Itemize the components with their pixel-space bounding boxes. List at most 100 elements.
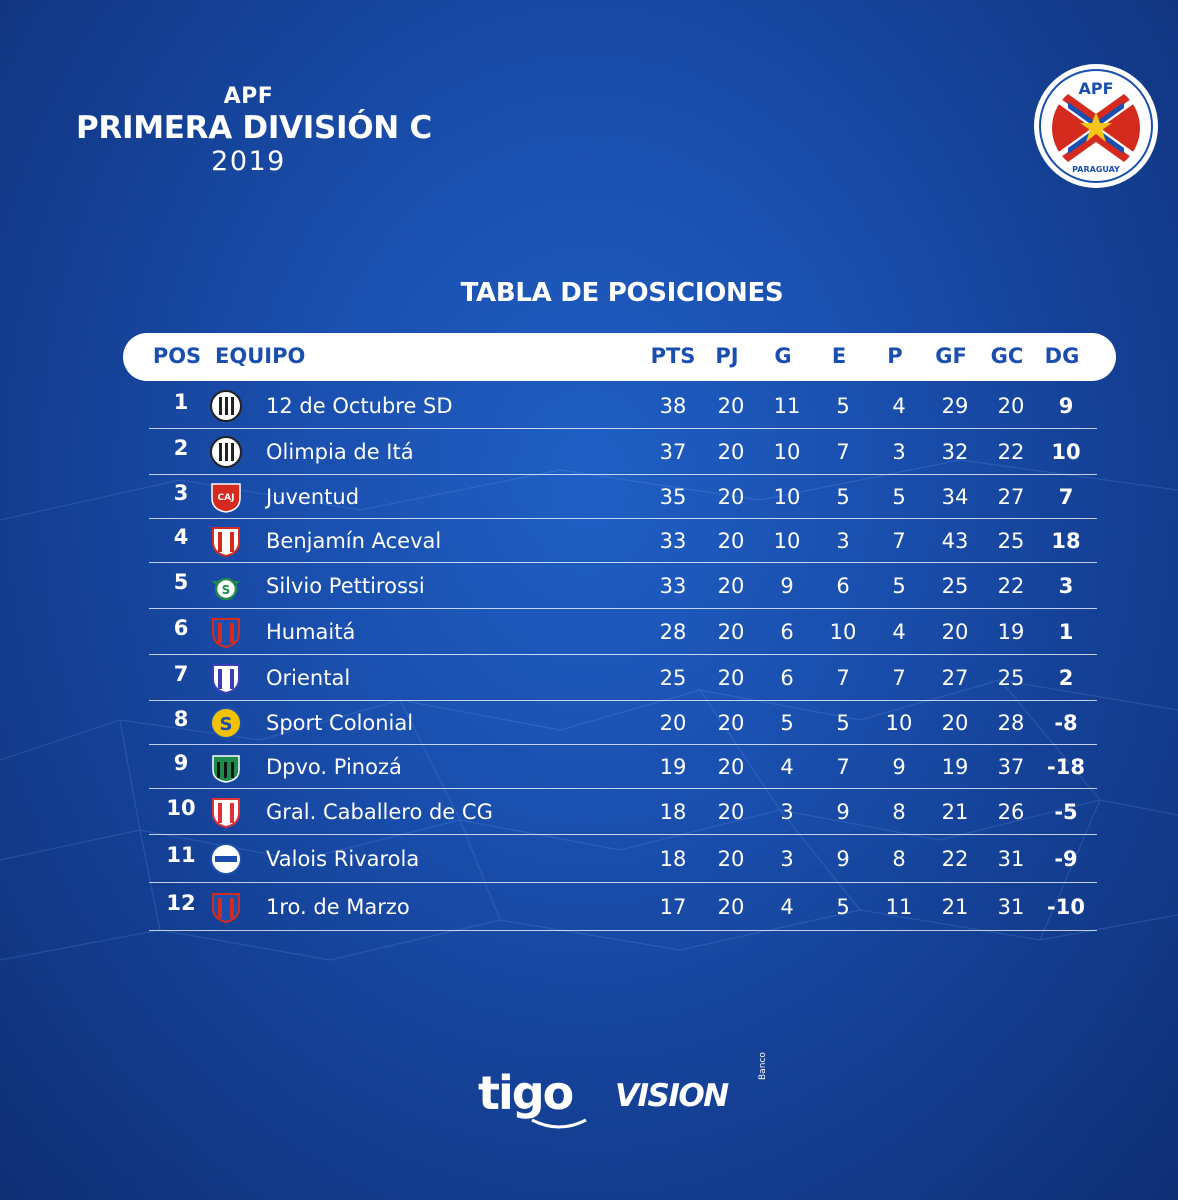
row-gc: 27 (997, 485, 1025, 509)
row-gc: 22 (997, 574, 1025, 598)
col-equipo: EQUIPO (215, 344, 306, 368)
competition-title: PRIMERA DIVISIÓN C (76, 110, 432, 146)
brand-apf: APF (223, 84, 274, 109)
svg-text:S: S (222, 583, 231, 597)
row-pj: 20 (717, 620, 745, 644)
row-p: 7 (892, 666, 906, 690)
row-dg: 10 (1051, 440, 1081, 464)
row-team-name: Valois Rivarola (266, 847, 420, 871)
oriental-crest-icon (212, 664, 240, 695)
row-gf: 25 (941, 574, 969, 598)
row-gc: 28 (997, 711, 1025, 735)
row-dg: -10 (1047, 895, 1085, 919)
row-dg: 2 (1058, 666, 1074, 690)
row-p: 7 (892, 529, 906, 553)
row-e: 7 (836, 440, 850, 464)
row-p: 10 (885, 711, 913, 735)
row-e: 7 (836, 666, 850, 690)
col-pj: PJ (715, 344, 739, 368)
row-pts: 35 (659, 485, 687, 509)
row-position: 2 (173, 436, 189, 460)
row-team-name: Dpvo. Pinozá (266, 755, 402, 779)
gral-caballero-crest-icon (212, 798, 240, 829)
table-row: 2 Olimpia de Itá 37 20 10 7 3 32 22 10 (149, 429, 1097, 475)
olimpia-de-ita-crest-icon (210, 436, 242, 468)
row-position: 10 (166, 796, 196, 820)
row-pj: 20 (717, 847, 745, 871)
row-g: 6 (780, 620, 794, 644)
row-team-name: Oriental (266, 666, 351, 690)
row-position: 6 (173, 616, 189, 640)
row-pts: 18 (659, 847, 687, 871)
row-gc: 19 (997, 620, 1025, 644)
table-row: 10 Gral. Caballero de CG 18 20 3 9 8 21 26 -5 (149, 789, 1097, 835)
pinoza-crest-icon (212, 755, 240, 783)
table-row: 1 12 de Octubre SD 38 20 11 5 4 29 20 9 (149, 383, 1097, 429)
row-pj: 20 (717, 711, 745, 735)
juventud-crest-icon: CAJ (211, 483, 241, 513)
row-position: 12 (166, 891, 196, 915)
row-team-name: 1ro. de Marzo (266, 895, 410, 919)
row-gf: 20 (941, 620, 969, 644)
row-e: 7 (836, 755, 850, 779)
svg-text:CAJ: CAJ (218, 493, 235, 503)
row-e: 5 (836, 485, 850, 509)
table-row: 11 Valois Rivarola 18 20 3 9 8 22 31 -9 (149, 835, 1097, 883)
standings-header: POS EQUIPO PTS PJ G E P GF GC DG (123, 333, 1116, 381)
row-pts: 18 (659, 800, 687, 824)
row-g: 4 (780, 895, 794, 919)
row-dg: -8 (1054, 711, 1078, 735)
row-p: 8 (892, 847, 906, 871)
row-pts: 38 (659, 394, 687, 418)
row-gc: 25 (997, 529, 1025, 553)
row-pts: 28 (659, 620, 687, 644)
table-row: 6 Humaitá 28 20 6 10 4 20 19 1 (149, 609, 1097, 655)
standings-table: 1 12 de Octubre SD 38 20 11 5 4 29 20 9 2 Olimpia d… (149, 383, 1097, 931)
row-pj: 20 (717, 529, 745, 553)
row-pj: 20 (717, 895, 745, 919)
table-row: 3 CAJ Juventud 35 20 10 5 5 34 27 7 (149, 475, 1097, 519)
competition-year: 2019 (211, 146, 286, 177)
row-gf: 27 (941, 666, 969, 690)
row-team-name: Gral. Caballero de CG (266, 800, 493, 824)
row-g: 6 (780, 666, 794, 690)
row-gf: 22 (941, 847, 969, 871)
1ro-de-marzo-crest-icon (212, 893, 240, 924)
table-row: 12 1ro. de Marzo 17 20 4 5 11 21 31 -10 (149, 883, 1097, 931)
row-pts: 19 (659, 755, 687, 779)
row-e: 3 (836, 529, 850, 553)
row-gf: 19 (941, 755, 969, 779)
humaita-crest-icon (212, 618, 240, 649)
silvio-pettirossi-crest-icon: S (211, 577, 241, 601)
row-g: 9 (780, 574, 794, 598)
row-g: 10 (773, 485, 801, 509)
row-pj: 20 (717, 394, 745, 418)
row-position: 1 (173, 390, 189, 414)
row-gf: 43 (941, 529, 969, 553)
row-position: 11 (166, 843, 196, 867)
row-e: 6 (836, 574, 850, 598)
row-position: 4 (173, 525, 189, 549)
sport-colonial-crest-icon: S (210, 707, 242, 739)
row-team-name: Benjamín Aceval (266, 529, 442, 553)
row-position: 3 (173, 481, 189, 505)
table-heading: TABLA DE POSICIONES (460, 278, 784, 308)
row-gc: 20 (997, 394, 1025, 418)
row-team-name: Sport Colonial (266, 711, 414, 735)
row-g: 3 (780, 800, 794, 824)
row-gc: 31 (997, 895, 1025, 919)
12-de-octubre-crest-icon (210, 390, 242, 422)
svg-text:S: S (220, 714, 233, 735)
row-g: 10 (773, 529, 801, 553)
row-team-name: Juventud (266, 485, 360, 509)
row-gf: 21 (941, 895, 969, 919)
row-pts: 20 (659, 711, 687, 735)
row-g: 5 (780, 711, 794, 735)
table-row: 7 Oriental 25 20 6 7 7 27 25 2 (149, 655, 1097, 701)
row-dg: -9 (1054, 847, 1078, 871)
vision-logo: VISION (615, 1078, 729, 1114)
crest-bottom-text: PARAGUAY (1072, 165, 1120, 174)
row-p: 8 (892, 800, 906, 824)
row-pj: 20 (717, 440, 745, 464)
row-pj: 20 (717, 666, 745, 690)
